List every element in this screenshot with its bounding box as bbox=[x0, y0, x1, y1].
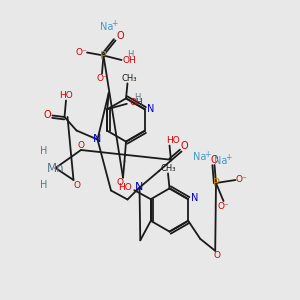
Text: P: P bbox=[213, 178, 219, 188]
Text: O: O bbox=[181, 141, 188, 151]
Text: H: H bbox=[127, 50, 134, 59]
Text: O: O bbox=[43, 110, 51, 121]
Text: OH: OH bbox=[130, 98, 144, 107]
Text: +: + bbox=[225, 153, 231, 162]
Text: O⁻: O⁻ bbox=[218, 202, 230, 211]
Text: N: N bbox=[147, 104, 154, 114]
Text: N: N bbox=[135, 182, 144, 193]
Text: O⁻: O⁻ bbox=[236, 176, 247, 184]
Text: CH₃: CH₃ bbox=[121, 74, 137, 83]
Text: O: O bbox=[73, 181, 80, 190]
Text: H: H bbox=[40, 146, 47, 157]
Text: O⁻: O⁻ bbox=[96, 74, 108, 83]
Text: OH: OH bbox=[122, 56, 136, 64]
Text: H: H bbox=[40, 179, 47, 190]
Text: O: O bbox=[116, 31, 124, 41]
Text: Na: Na bbox=[214, 155, 227, 166]
Text: Na: Na bbox=[193, 152, 206, 163]
Text: Na: Na bbox=[100, 22, 113, 32]
Text: HO: HO bbox=[118, 183, 132, 192]
Text: O: O bbox=[77, 141, 85, 150]
Text: P: P bbox=[100, 50, 107, 61]
Text: +: + bbox=[111, 20, 118, 28]
Text: H: H bbox=[134, 93, 140, 102]
Text: N: N bbox=[93, 134, 102, 145]
Text: O⁻: O⁻ bbox=[75, 48, 87, 57]
Text: O: O bbox=[211, 154, 218, 165]
Text: O: O bbox=[213, 251, 220, 260]
Text: N: N bbox=[190, 193, 198, 203]
Text: CH₃: CH₃ bbox=[160, 164, 176, 173]
Text: HO: HO bbox=[59, 91, 73, 100]
Text: HO: HO bbox=[166, 136, 179, 145]
Text: Mn: Mn bbox=[47, 161, 64, 175]
Text: O: O bbox=[116, 178, 124, 187]
Text: +: + bbox=[204, 150, 210, 159]
